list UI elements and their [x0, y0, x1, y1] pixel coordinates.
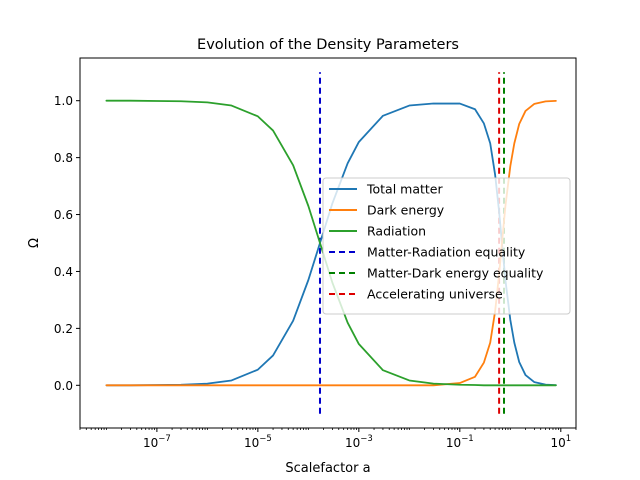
x-tick-base: 10: [244, 436, 259, 450]
x-tick-base: 10: [345, 436, 360, 450]
legend-label: Accelerating universe: [367, 287, 503, 302]
legend: Total matter Dark energy Radiation Matter-R…: [322, 177, 571, 315]
x-tick-exponent: −1: [461, 434, 474, 444]
y-tick-label: 0.2: [54, 322, 73, 336]
x-tick-label: 10−3: [345, 434, 373, 450]
x-tick-exponent: −7: [158, 434, 171, 444]
plot-frame: [79, 57, 577, 429]
x-tick-label: 10−5: [244, 434, 272, 450]
series-line-radiation: [105, 99, 557, 387]
y-tick-label: 0.6: [54, 208, 73, 222]
x-tick-exponent: −3: [360, 434, 373, 444]
legend-label: Matter-Dark energy equality: [367, 266, 544, 281]
x-tick-exponent: 1: [566, 434, 571, 444]
x-tick-base: 10: [446, 436, 461, 450]
legend-label: Total matter: [366, 182, 443, 197]
x-tick-label: 10−7: [143, 434, 171, 450]
legend-label: Radiation: [367, 224, 426, 239]
x-axis-label: Scalefactor a: [285, 461, 370, 476]
x-tick-label: 101: [550, 434, 571, 450]
series-line-total-matter: [105, 102, 557, 387]
x-tick-label: 10−1: [446, 434, 474, 450]
y-tick-label: 1.0: [54, 94, 73, 108]
x-tick-base: 10: [143, 436, 158, 450]
axes: 0.00.20.40.60.81.010−7 10−5 10−3 10−1 101: [54, 94, 577, 450]
y-tick-label: 0.8: [54, 151, 73, 165]
y-axis-label: Ω: [27, 238, 42, 248]
legend-label: Matter-Radiation equality: [367, 245, 526, 260]
x-tick-base: 10: [550, 436, 565, 450]
chart-title: Evolution of the Density Parameters: [197, 37, 459, 53]
y-tick-label: 0.4: [54, 265, 73, 279]
y-tick-label: 0.0: [54, 379, 73, 393]
legend-label: Dark energy: [367, 203, 445, 218]
legend-box: [322, 177, 571, 315]
x-tick-exponent: −5: [259, 434, 272, 444]
series-line-dark-energy: [105, 99, 557, 387]
